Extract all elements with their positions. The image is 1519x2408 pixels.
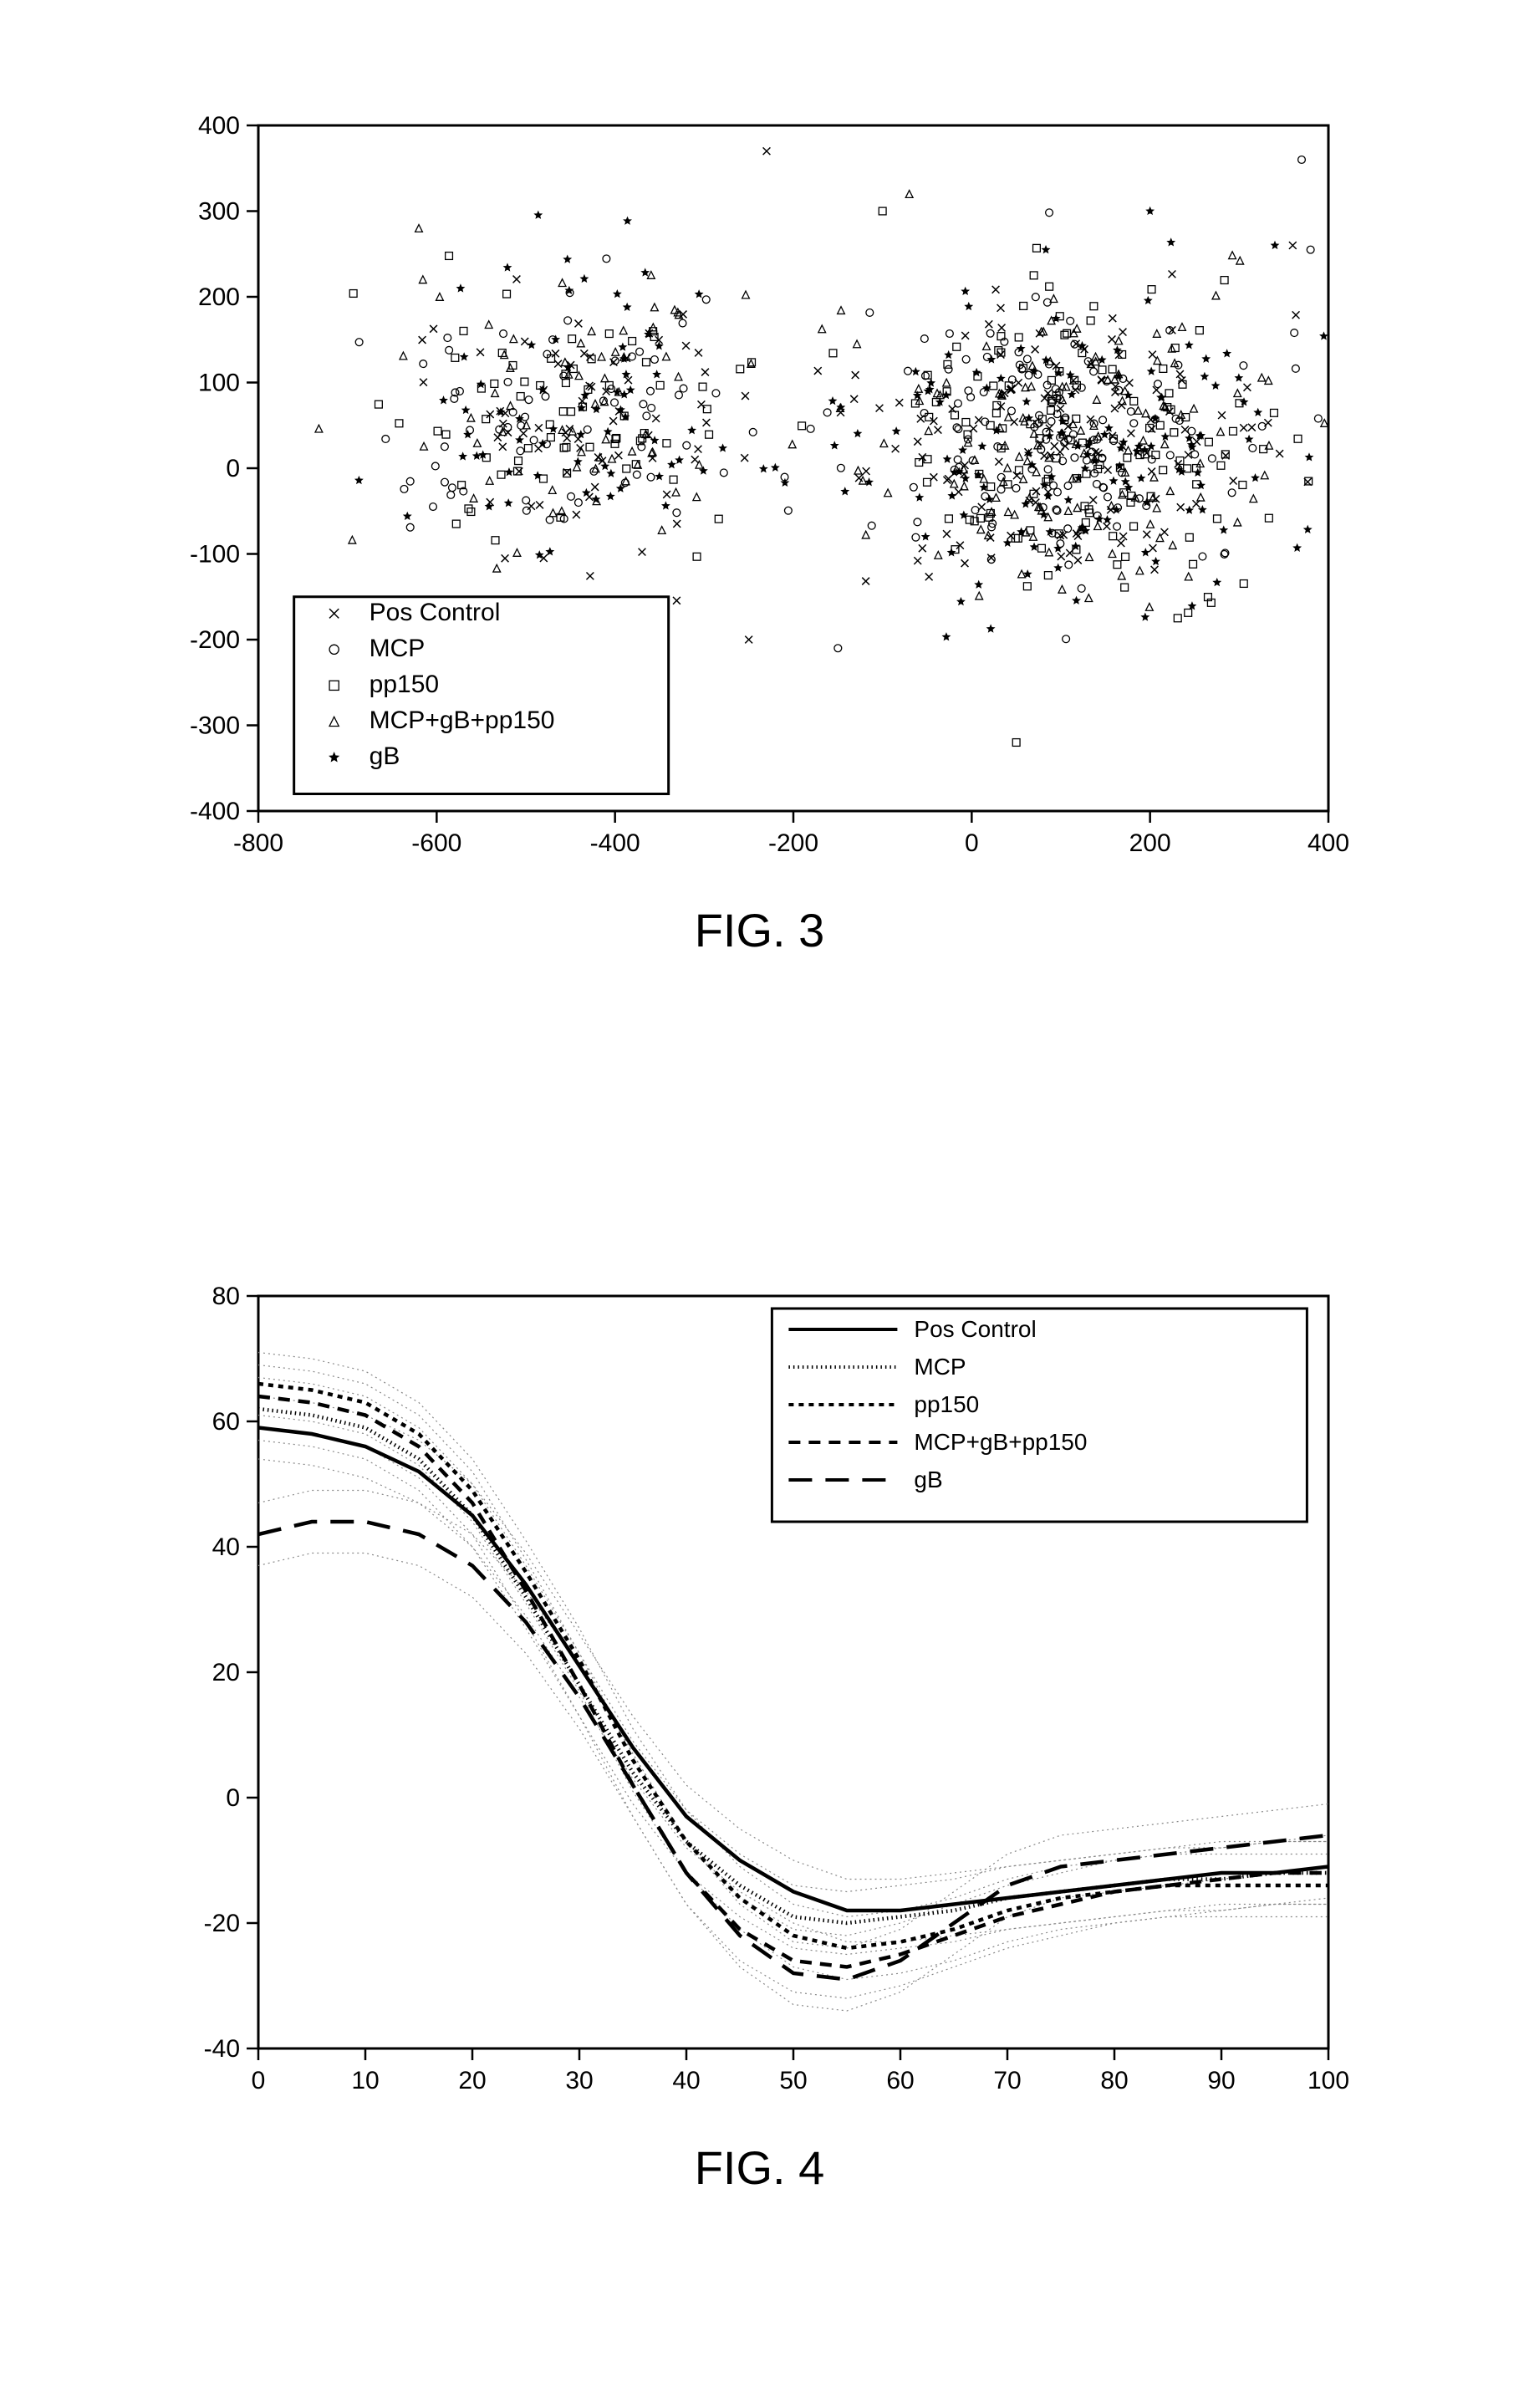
svg-text:-200: -200: [189, 626, 239, 654]
svg-text:0: 0: [964, 829, 978, 857]
svg-text:400: 400: [197, 112, 239, 140]
svg-text:20: 20: [212, 1659, 239, 1686]
svg-text:-20: -20: [203, 1910, 239, 1937]
svg-text:200: 200: [197, 283, 239, 311]
svg-text:10: 10: [351, 2067, 379, 2094]
svg-text:gB: gB: [369, 742, 400, 770]
svg-text:MCP: MCP: [369, 635, 425, 662]
svg-text:0: 0: [251, 2067, 265, 2094]
svg-text:400: 400: [1307, 829, 1348, 857]
figure-3-caption: FIG. 3: [166, 903, 1353, 957]
svg-text:-300: -300: [189, 712, 239, 740]
figure-4-caption: FIG. 4: [166, 2140, 1353, 2195]
svg-text:0: 0: [226, 1784, 240, 1812]
svg-text:gB: gB: [914, 1467, 942, 1492]
svg-text:Pos Control: Pos Control: [369, 599, 500, 626]
svg-text:60: 60: [886, 2067, 914, 2094]
svg-text:pp150: pp150: [369, 671, 438, 698]
svg-text:40: 40: [672, 2067, 700, 2094]
svg-text:100: 100: [1307, 2067, 1348, 2094]
svg-text:50: 50: [779, 2067, 807, 2094]
svg-text:80: 80: [212, 1283, 239, 1310]
svg-text:-600: -600: [411, 829, 461, 857]
svg-text:0: 0: [226, 455, 240, 482]
svg-text:60: 60: [212, 1408, 239, 1436]
svg-text:200: 200: [1129, 829, 1170, 857]
svg-text:-400: -400: [589, 829, 640, 857]
svg-text:-40: -40: [203, 2035, 239, 2063]
svg-text:80: 80: [1100, 2067, 1128, 2094]
svg-text:30: 30: [565, 2067, 593, 2094]
svg-text:300: 300: [197, 198, 239, 226]
svg-text:-100: -100: [189, 541, 239, 569]
svg-text:90: 90: [1207, 2067, 1235, 2094]
figure-4-block: 0 10 20 30 40 50 60 70 80 90 100 -40 -20 0 20 40 60 80 Pos…: [166, 1271, 1353, 2195]
svg-text:-400: -400: [189, 798, 239, 825]
svg-text:-800: -800: [232, 829, 283, 857]
svg-text:70: 70: [993, 2067, 1021, 2094]
svg-text:40: 40: [212, 1533, 239, 1561]
svg-text:MCP: MCP: [914, 1354, 966, 1380]
figure-3-block: -800 -600 -400 -200 0 200 400 -400 -300 -200 -100 0…: [166, 100, 1353, 957]
svg-text:-200: -200: [767, 829, 818, 857]
svg-text:20: 20: [458, 2067, 486, 2094]
scatter-chart: -800 -600 -400 -200 0 200 400 -400 -300 -200 -100 0…: [166, 100, 1353, 878]
svg-text:pp150: pp150: [914, 1391, 979, 1417]
svg-text:MCP+gB+pp150: MCP+gB+pp150: [914, 1429, 1087, 1455]
svg-text:Pos Control: Pos Control: [914, 1316, 1036, 1342]
svg-text:100: 100: [197, 370, 239, 397]
sheet: -800-600-400-2000200400-400-300-200-1000…: [0, 0, 1519, 2408]
line-chart: 0 10 20 30 40 50 60 70 80 90 100 -40 -20 0 20 40 60 80 Pos…: [166, 1271, 1353, 2115]
svg-text:MCP+gB+pp150: MCP+gB+pp150: [369, 707, 554, 734]
